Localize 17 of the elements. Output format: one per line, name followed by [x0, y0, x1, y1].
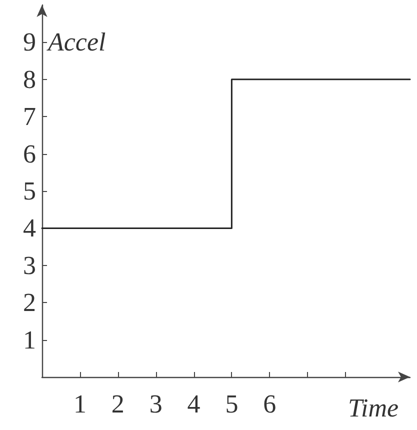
x-tick-label: 4 — [187, 390, 200, 418]
y-tick-label: 9 — [23, 28, 36, 57]
y-tick-label: 3 — [23, 250, 36, 280]
y-tick-label: 7 — [23, 102, 36, 132]
x-axis-title: Time — [348, 394, 399, 422]
y-axis-title: Accel — [46, 28, 106, 56]
y-tick-label: 6 — [23, 139, 36, 168]
x-tick-label: 6 — [263, 390, 276, 418]
y-tick-label: 2 — [23, 288, 36, 318]
x-tick-label: 5 — [225, 390, 238, 418]
x-tick-label: 3 — [149, 390, 162, 418]
y-tick-label: 5 — [23, 176, 36, 206]
y-tick-label: 8 — [23, 64, 36, 94]
y-tick-label: 4 — [23, 214, 36, 243]
x-tick-label: 1 — [73, 390, 86, 418]
y-tick-label: 1 — [23, 325, 36, 354]
x-tick-label: 2 — [111, 390, 124, 418]
